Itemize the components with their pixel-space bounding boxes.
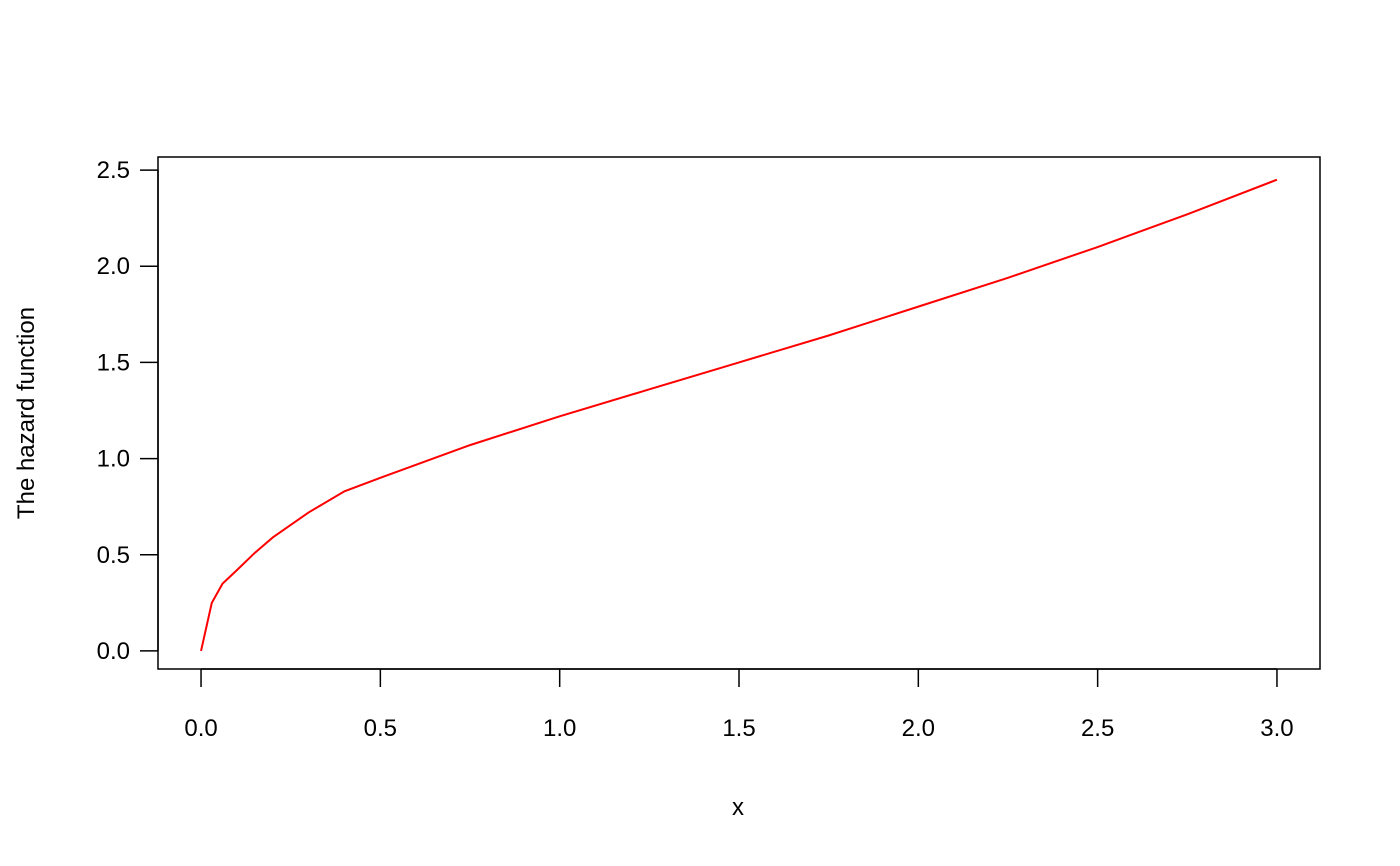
x-tick-label: 2.0 [902, 715, 935, 742]
y-tick-label: 2.5 [97, 157, 130, 184]
y-tick-label: 0.5 [97, 542, 130, 569]
y-tick-label: 1.0 [97, 446, 130, 473]
x-tick-label: 2.5 [1081, 715, 1114, 742]
line-series [200, 178, 1278, 652]
y-tick-label: 2.0 [97, 253, 130, 280]
x-tick-label: 0.5 [364, 715, 397, 742]
y-tick-label: 0.0 [97, 638, 130, 665]
plot-box [157, 156, 1321, 670]
x-tick-label: 1.5 [722, 715, 755, 742]
x-tick-label: 0.0 [184, 715, 217, 742]
x-tick-label: 1.0 [543, 715, 576, 742]
x-tick-label: 3.0 [1260, 715, 1293, 742]
y-axis-label: The hazard function [13, 307, 40, 519]
y-tick-label: 1.5 [97, 349, 130, 376]
x-axis-label: x [732, 794, 744, 821]
